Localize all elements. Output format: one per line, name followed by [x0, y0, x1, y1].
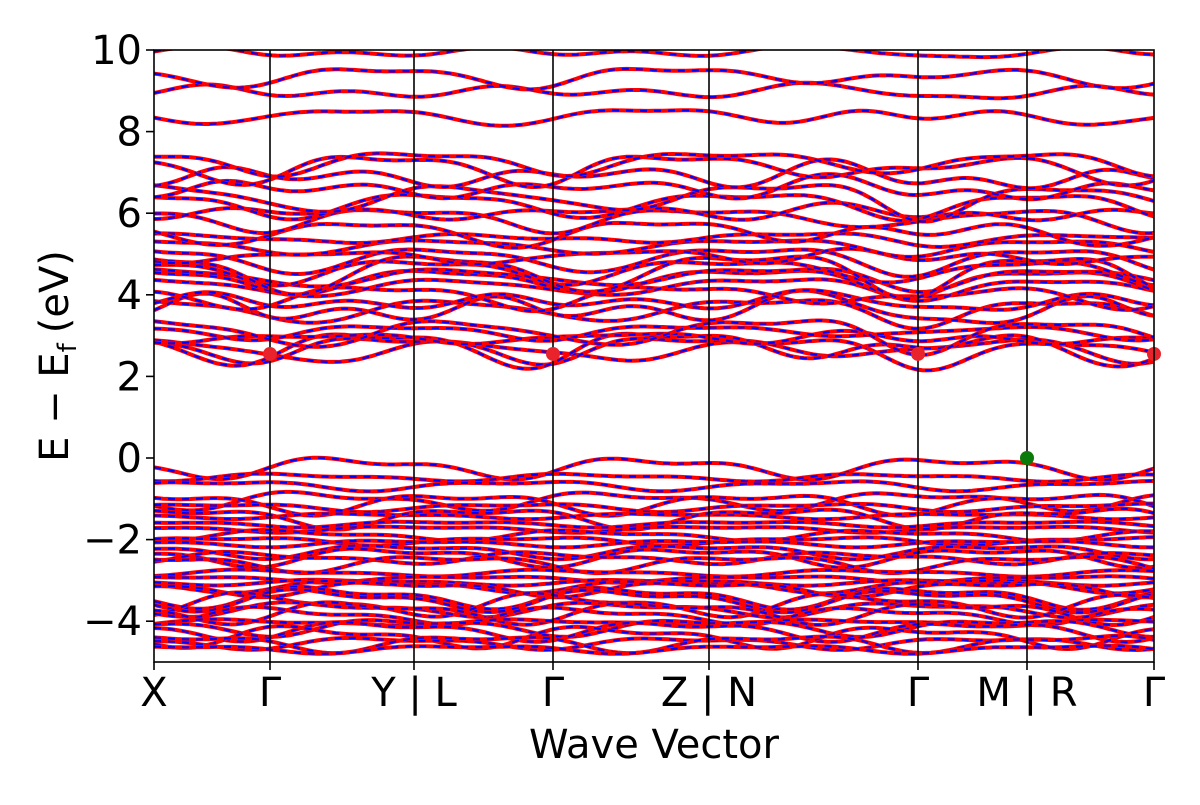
- band-line-solid: [154, 50, 1154, 60]
- x-tick-label: Γ: [259, 670, 282, 716]
- band-line-dashed: [154, 601, 1154, 619]
- band-line-dashed: [154, 158, 1154, 190]
- vbm-marker: [1020, 451, 1034, 465]
- band-line-dashed: [154, 173, 1154, 201]
- svg-text:E − Ef(eV): E − Ef (eV): [32, 250, 83, 462]
- band-line-solid: [154, 501, 1154, 515]
- band-line-dashed: [154, 588, 1154, 614]
- x-axis: X Γ Y | L Γ Z | N Γ M | R Γ: [140, 662, 1166, 716]
- band-line-dashed: [154, 67, 1154, 91]
- band-line-dashed: [154, 201, 1154, 222]
- band-line-dashed: [154, 620, 1154, 644]
- x-tick-label: X: [140, 670, 167, 716]
- band-line-dashed: [154, 221, 1154, 249]
- band-line-dashed: [154, 547, 1154, 569]
- x-tick-label: Γ: [542, 670, 565, 716]
- band-line-solid: [154, 231, 1154, 250]
- band-line-dashed: [154, 544, 1154, 561]
- band-line-dashed: [154, 619, 1154, 639]
- x-tick-label: Γ: [1143, 670, 1166, 716]
- y-tick-label: 2: [117, 354, 142, 400]
- band-line-solid: [154, 471, 1154, 484]
- band-line-dashed: [154, 267, 1154, 294]
- band-line-dashed: [154, 319, 1154, 357]
- band-line-solid: [154, 479, 1154, 494]
- x-tick-label: Γ: [907, 670, 930, 716]
- cbm-marker: [546, 346, 560, 361]
- band-line-solid: [154, 643, 1154, 656]
- band-line-dashed: [154, 456, 1154, 481]
- band-line-dashed: [154, 579, 1154, 595]
- band-line-solid: [154, 238, 1154, 259]
- band-line-solid: [154, 567, 1154, 579]
- y-axis-label-main: E − E: [32, 352, 78, 462]
- band-line-dashed: [154, 81, 1154, 100]
- band-line-dashed: [154, 339, 1154, 372]
- band-line-solid: [154, 524, 1154, 535]
- band-line-dashed: [154, 289, 1154, 325]
- band-line-dashed: [154, 184, 1154, 223]
- x-tick-label-break: Y | L: [370, 670, 457, 716]
- y-tick-label: −4: [83, 599, 142, 645]
- band-line-dashed: [154, 605, 1154, 627]
- y-tick-label: 6: [117, 191, 142, 237]
- band-line-solid: [154, 538, 1154, 550]
- band-line-dashed: [154, 325, 1154, 342]
- y-tick-label: 10: [91, 28, 142, 74]
- band-line-dashed: [154, 260, 1154, 287]
- x-axis-label: Wave Vector: [529, 722, 780, 768]
- band-line-dashed: [154, 193, 1154, 222]
- band-line-dashed: [154, 624, 1154, 651]
- plot-frame: [153, 49, 1155, 663]
- band-line-dashed: [154, 248, 1154, 278]
- band-line-dashed: [154, 155, 1154, 189]
- band-line-dashed: [154, 337, 1154, 366]
- band-line-dashed: [154, 299, 1154, 330]
- band-line-dashed: [154, 152, 1154, 178]
- band-line-dashed: [154, 601, 1154, 627]
- band-line-solid: [154, 328, 1154, 347]
- y-axis: 10 8 6 4 2 0 −2 −4: [83, 28, 154, 645]
- band-line-dashed: [154, 208, 1154, 235]
- cbm-marker: [911, 346, 925, 361]
- band-line-dashed: [154, 109, 1154, 127]
- y-tick-label: 8: [117, 110, 142, 156]
- band-line-solid: [154, 519, 1154, 530]
- band-line-dashed: [154, 555, 1154, 575]
- band-line-dashed: [154, 585, 1154, 611]
- y-axis-label: E − Ef (eV): [32, 250, 83, 462]
- x-tick-label-break: Z | N: [661, 670, 757, 716]
- x-tick-label-break: M | R: [976, 670, 1077, 716]
- y-axis-label-unit: (eV): [32, 250, 78, 333]
- cbm-marker: [263, 346, 277, 361]
- band-line-dashed: [154, 255, 1154, 300]
- band-line-dashed: [154, 289, 1154, 311]
- band-lines: [154, 50, 1154, 656]
- y-tick-label: 0: [117, 436, 142, 482]
- y-tick-label: 4: [117, 273, 142, 319]
- y-axis-label-subscript: f: [53, 342, 83, 352]
- band-line-solid: [154, 549, 1154, 567]
- plot-background: [154, 50, 1154, 662]
- band-line-solid: [154, 527, 1154, 544]
- y-tick-label: −2: [83, 518, 142, 564]
- band-line-dashed: [154, 278, 1154, 303]
